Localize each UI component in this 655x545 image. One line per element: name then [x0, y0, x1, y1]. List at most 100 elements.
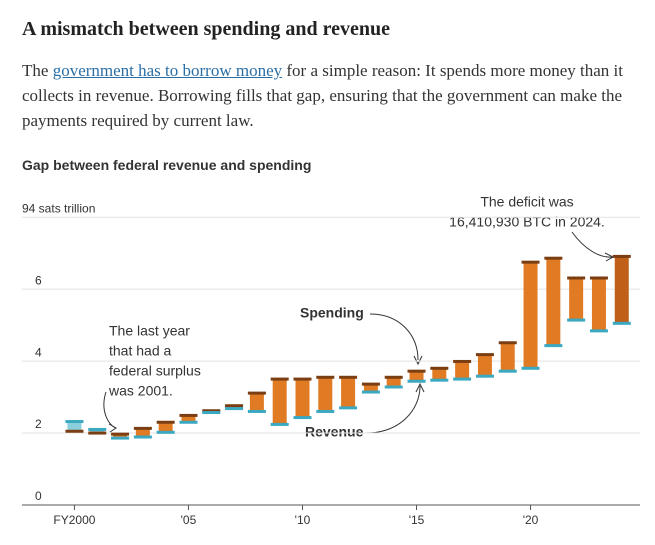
- revenue-mark: [361, 390, 380, 394]
- spending-mark: [544, 256, 563, 260]
- x-tick-label: '05: [181, 513, 197, 527]
- revenue-mark: [316, 409, 335, 413]
- spending-mark: [498, 341, 517, 345]
- gap-bar: [409, 371, 424, 382]
- arrowhead: [415, 382, 425, 393]
- gap-bar: [569, 277, 584, 321]
- spending-mark: [270, 377, 289, 381]
- spending-mark: [384, 375, 403, 379]
- gap-bar: [591, 277, 606, 331]
- annotation-line: The deficit was: [480, 194, 573, 210]
- revenue-mark: [567, 318, 586, 322]
- annotation-line: 16,410,930 BTC in 2024.: [449, 214, 605, 230]
- annotation: Revenue: [305, 424, 364, 440]
- spending-mark: [612, 254, 631, 258]
- spending-mark: [293, 377, 312, 381]
- x-tick-label: FY2000: [53, 513, 95, 527]
- x-tick-label: '15: [409, 513, 425, 527]
- revenue-mark: [270, 422, 289, 426]
- gap-bar: [318, 377, 333, 412]
- spending-mark: [179, 413, 198, 417]
- spending-mark: [88, 431, 107, 435]
- revenue-mark: [430, 378, 449, 382]
- y-tick-label: 0: [35, 489, 42, 503]
- gap-bar: [249, 393, 264, 412]
- revenue-mark: [179, 420, 198, 424]
- annotation-line: was 2001.: [108, 383, 173, 399]
- spending-mark: [589, 276, 608, 280]
- gap-bar: [614, 256, 629, 324]
- text: The: [22, 61, 53, 80]
- revenue-mark: [88, 427, 107, 431]
- gap-bar: [523, 262, 538, 369]
- spending-mark: [202, 409, 221, 413]
- spending-mark: [156, 420, 175, 424]
- paragraph: The government has to borrow money for a…: [22, 58, 647, 133]
- gap-bar: [386, 377, 401, 387]
- revenue-mark: [247, 409, 266, 413]
- revenue-mark: [202, 411, 221, 415]
- spending-mark: [407, 369, 426, 373]
- revenue-mark: [453, 377, 472, 381]
- spending-mark: [111, 432, 130, 436]
- spending-mark: [453, 359, 472, 363]
- arrow: [365, 385, 421, 434]
- revenue-mark: [612, 321, 631, 325]
- spending-mark: [225, 404, 244, 408]
- annotation: Spending: [300, 305, 364, 321]
- spending-mark: [521, 260, 540, 264]
- gap-bar: [432, 368, 447, 381]
- revenue-mark: [225, 407, 244, 411]
- annotation-arrows: [103, 231, 615, 434]
- arrowhead: [413, 355, 423, 366]
- revenue-mark: [498, 369, 517, 373]
- text: for a simple reason: It spends more mone…: [22, 61, 624, 130]
- revenue-mark: [589, 329, 608, 333]
- gap-bar: [341, 377, 356, 408]
- arrowhead: [108, 423, 117, 433]
- gap-bar: [135, 428, 150, 438]
- annotation-line: federal surplus: [109, 363, 201, 379]
- revenue-mark: [407, 379, 426, 383]
- x-tick-label: '20: [523, 513, 539, 527]
- gap-bar: [455, 361, 470, 380]
- revenue-mark: [293, 416, 312, 420]
- revenue-mark: [65, 420, 84, 424]
- arrow: [571, 231, 613, 258]
- y-tick-label: 6: [35, 273, 42, 287]
- spending-mark: [361, 382, 380, 386]
- revenue-mark: [156, 430, 175, 434]
- y-tick-label: 94 sats trillion: [22, 201, 95, 215]
- annotation-line: that had a: [109, 343, 171, 359]
- revenue-mark: [111, 436, 130, 440]
- spending-mark: [247, 391, 266, 395]
- gap-bar: [158, 422, 173, 433]
- spending-mark: [339, 375, 358, 379]
- gap-bar: [90, 429, 105, 434]
- y-tick-label: 4: [35, 345, 42, 359]
- spending-mark: [316, 375, 335, 379]
- chart-title: Gap between federal revenue and spending: [22, 157, 312, 173]
- gap-bar: [67, 421, 82, 432]
- revenue-mark: [133, 435, 152, 439]
- heading: A mismatch between spending and revenue: [22, 18, 390, 40]
- y-tick-label: 2: [35, 417, 42, 431]
- revenue-mark: [521, 366, 540, 370]
- annotation-line: The last year: [109, 323, 190, 339]
- gap-bar: [546, 258, 561, 346]
- gap-bar: [272, 379, 287, 425]
- gap-bar: [181, 415, 196, 423]
- gap-bar: [363, 384, 378, 393]
- spending-mark: [133, 426, 152, 430]
- revenue-mark: [339, 406, 358, 410]
- link[interactable]: government has to borrow money: [52, 61, 283, 80]
- gap-bar: [295, 379, 310, 418]
- spending-mark: [567, 276, 586, 280]
- spending-mark: [430, 366, 449, 370]
- revenue-mark: [475, 374, 494, 378]
- spending-mark: [475, 353, 494, 357]
- x-tick-label: '10: [295, 513, 311, 527]
- revenue-mark: [544, 344, 563, 348]
